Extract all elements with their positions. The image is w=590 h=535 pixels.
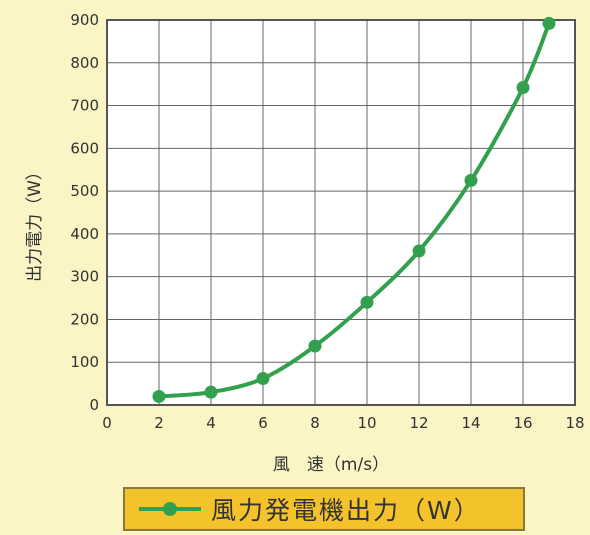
legend-label: 風力発電機出力（W）	[211, 496, 481, 525]
x-tick-label: 8	[310, 414, 320, 432]
x-tick-label: 0	[102, 414, 112, 432]
y-tick-labels: 0 100 200 300 400 500 600 700 800 900	[70, 11, 99, 414]
data-point	[542, 16, 556, 30]
y-axis-label: 出力電力（W）	[25, 163, 45, 282]
y-tick-label: 300	[70, 268, 99, 286]
wind-power-chart: 0 100 200 300 400 500 600 700 800 900 0 2 4 6 8 10 12 14…	[25, 11, 585, 475]
y-tick-label: 0	[89, 396, 99, 414]
data-point	[204, 385, 218, 399]
x-tick-label: 18	[565, 414, 584, 432]
data-point	[256, 371, 270, 385]
data-point	[308, 339, 322, 353]
legend: 風力発電機出力（W）	[123, 487, 525, 531]
data-point	[464, 173, 478, 187]
x-axis-label: 風 速（m/s）	[273, 455, 389, 475]
x-tick-labels: 0 2 4 6 8 10 12 14 16 18	[102, 414, 584, 432]
x-tick-label: 12	[409, 414, 428, 432]
data-point	[516, 81, 530, 95]
y-tick-label: 800	[70, 54, 99, 72]
y-tick-label: 400	[70, 225, 99, 243]
y-tick-label: 500	[70, 182, 99, 200]
x-tick-label: 16	[513, 414, 532, 432]
y-tick-label: 100	[70, 353, 99, 371]
y-tick-label: 200	[70, 310, 99, 328]
series-markers	[152, 16, 556, 403]
data-point	[152, 389, 166, 403]
legend-swatch-icon	[139, 499, 201, 519]
x-tick-label: 10	[357, 414, 376, 432]
y-tick-label: 600	[70, 139, 99, 157]
y-tick-label: 700	[70, 97, 99, 115]
x-tick-label: 14	[461, 414, 480, 432]
x-tick-label: 6	[258, 414, 268, 432]
plot-area	[107, 20, 575, 405]
x-tick-label: 4	[206, 414, 216, 432]
x-tick-label: 2	[154, 414, 164, 432]
data-point	[360, 295, 374, 309]
series-line	[158, 22, 551, 399]
data-point	[412, 244, 426, 258]
y-tick-label: 900	[70, 11, 99, 29]
plot-frame	[106, 19, 576, 406]
